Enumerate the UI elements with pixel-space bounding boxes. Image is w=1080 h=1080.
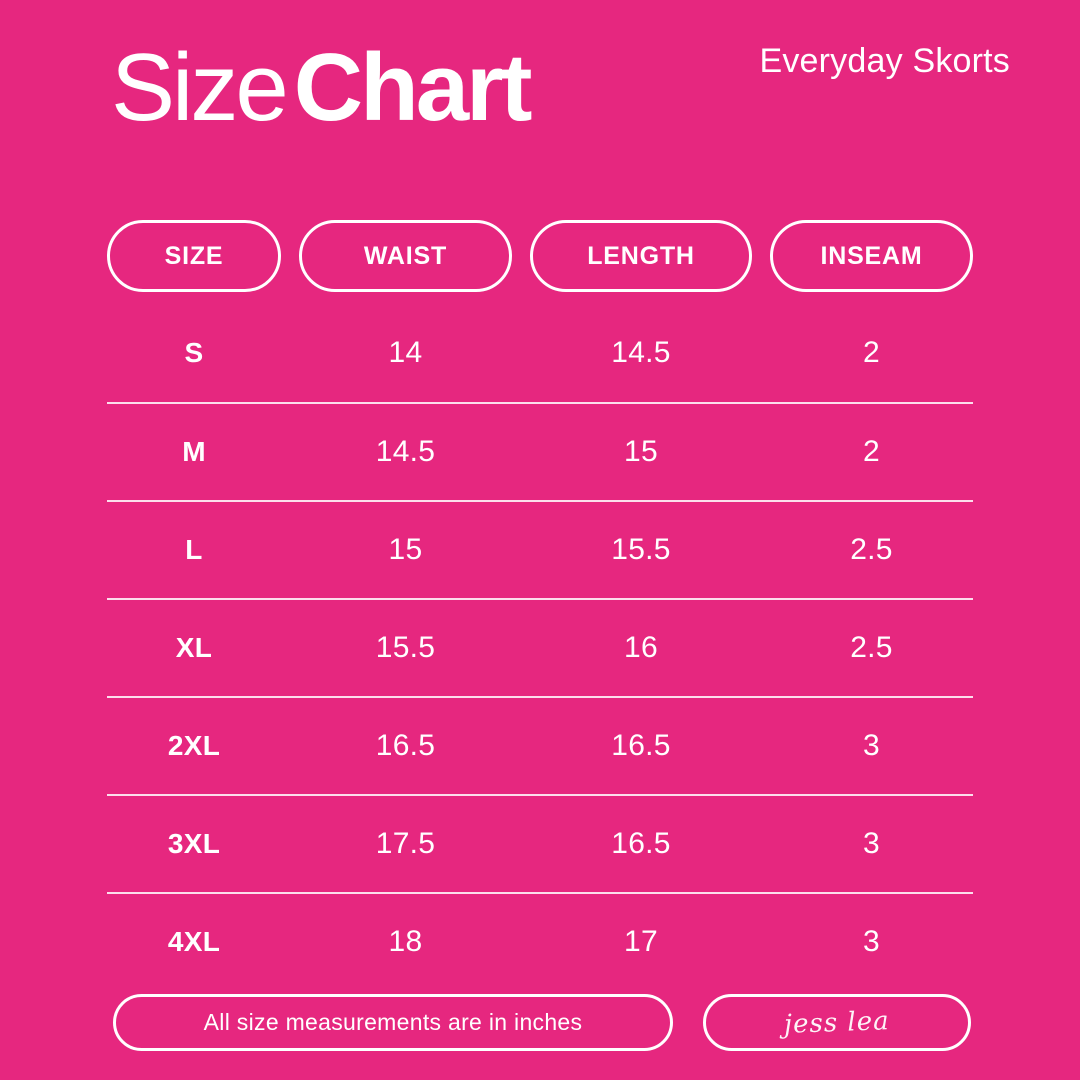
table-row-l: L 15 15.5 2.5 <box>107 500 973 598</box>
page-title-light: Size <box>111 34 289 141</box>
inseam-value: 2 <box>863 435 880 468</box>
size-label: 4XL <box>167 926 221 957</box>
waist-value: 14.5 <box>375 435 436 468</box>
table-row-m: M 14.5 15 2 <box>107 402 973 500</box>
size-label: M <box>182 436 206 467</box>
brand-signature: jess lea <box>783 1005 891 1040</box>
column-header-size: SIZE <box>107 220 281 292</box>
table-row-3xl: 3XL 17.5 16.5 3 <box>107 794 973 892</box>
product-name: Everyday Skorts <box>759 42 1010 80</box>
waist-value: 18 <box>388 925 423 958</box>
length-value: 17 <box>624 925 658 958</box>
length-value: 15 <box>624 435 658 468</box>
column-header-inseam: INSEAM <box>770 220 973 292</box>
length-value: 15.5 <box>611 533 671 566</box>
page-title-bold: Chart <box>293 34 533 141</box>
brand-signature-pill: jess lea <box>703 994 971 1051</box>
units-note-pill: All size measurements are in inches <box>113 994 673 1051</box>
units-note-text: All size measurements are in inches <box>203 1009 583 1035</box>
size-label: L <box>185 534 203 565</box>
length-value: 16.5 <box>611 729 671 762</box>
inseam-value: 3 <box>863 925 880 958</box>
size-label: 3XL <box>167 828 221 859</box>
size-chart-table: SIZE WAIST LENGTH INSEAM S 14 14.5 2 M 1… <box>107 220 973 990</box>
table-row-s: S 14 14.5 2 <box>107 304 973 402</box>
inseam-value: 2.5 <box>850 533 893 566</box>
inseam-value: 3 <box>863 729 880 762</box>
size-label: XL <box>175 632 213 663</box>
table-body: S 14 14.5 2 M 14.5 15 2 L 15 15.5 2.5 XL… <box>107 304 973 990</box>
column-header-length: LENGTH <box>530 220 752 292</box>
length-value: 16 <box>624 631 658 664</box>
table-header-row: SIZE WAIST LENGTH INSEAM <box>107 220 973 292</box>
inseam-value: 2 <box>863 336 880 369</box>
waist-value: 17.5 <box>375 827 436 860</box>
length-value: 16.5 <box>611 827 671 860</box>
size-label: 2XL <box>167 730 221 761</box>
length-value: 14.5 <box>611 336 671 369</box>
inseam-value: 2.5 <box>850 631 893 664</box>
waist-value: 15 <box>388 533 423 566</box>
table-row-xl: XL 15.5 16 2.5 <box>107 598 973 696</box>
table-row-4xl: 4XL 18 17 3 <box>107 892 973 990</box>
column-header-waist: WAIST <box>299 220 512 292</box>
page-title: SizeChart <box>111 37 532 139</box>
waist-value: 16.5 <box>375 729 436 762</box>
waist-value: 14 <box>388 336 423 369</box>
size-label: S <box>184 337 204 368</box>
table-row-2xl: 2XL 16.5 16.5 3 <box>107 696 973 794</box>
inseam-value: 3 <box>863 827 880 860</box>
waist-value: 15.5 <box>375 631 436 664</box>
